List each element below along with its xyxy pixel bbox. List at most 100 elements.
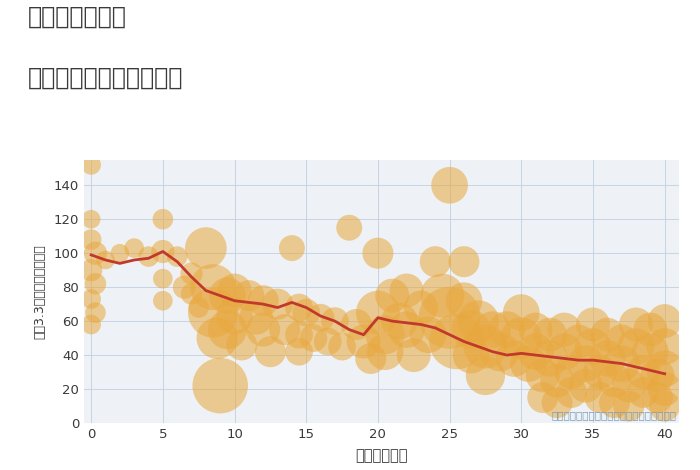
Point	[645, 326, 656, 333]
Text: 円の大きさは、取引のあった物件面積を示す: 円の大きさは、取引のあった物件面積を示す	[551, 410, 676, 421]
Point	[587, 343, 598, 350]
Point	[508, 355, 519, 362]
Point	[573, 338, 584, 345]
Point	[386, 292, 398, 299]
Point	[272, 300, 284, 308]
Point	[293, 304, 304, 311]
Point	[372, 250, 384, 257]
Point	[279, 326, 290, 333]
Point	[315, 314, 326, 321]
Point	[408, 351, 419, 359]
Point	[415, 304, 426, 311]
Point	[158, 297, 169, 305]
Point	[616, 338, 627, 345]
Point	[466, 351, 477, 359]
Point	[129, 244, 140, 252]
Point	[300, 309, 312, 316]
Text: 築年数別中古戸建て価格: 築年数別中古戸建て価格	[28, 66, 183, 90]
Point	[494, 348, 505, 355]
Point	[258, 297, 269, 305]
Point	[158, 275, 169, 282]
Point	[265, 348, 276, 355]
Point	[645, 348, 656, 355]
Point	[609, 399, 620, 407]
Point	[594, 368, 606, 376]
Point	[236, 341, 247, 349]
Point	[329, 317, 340, 325]
Point	[207, 309, 218, 316]
Point	[90, 280, 101, 288]
Point	[215, 382, 226, 390]
Point	[251, 314, 262, 321]
Point	[365, 355, 377, 362]
Point	[211, 334, 223, 342]
Point	[609, 377, 620, 384]
Point	[659, 402, 671, 410]
Point	[516, 334, 527, 342]
Point	[85, 161, 97, 169]
Point	[186, 290, 197, 298]
Point	[351, 321, 362, 328]
Point	[85, 215, 97, 223]
Point	[444, 181, 455, 189]
Point	[466, 326, 477, 333]
Point	[594, 394, 606, 401]
Point	[652, 372, 663, 379]
Point	[286, 244, 297, 252]
Point	[580, 382, 592, 390]
Point	[659, 385, 671, 393]
Point	[659, 343, 671, 350]
Point	[143, 253, 154, 260]
Point	[602, 331, 613, 338]
Point	[530, 326, 541, 333]
Point	[430, 258, 441, 266]
Point	[244, 292, 255, 299]
Point	[545, 355, 556, 362]
Point	[401, 287, 412, 294]
Text: 奈良県生駒駅の: 奈良県生駒駅の	[28, 5, 127, 29]
Point	[423, 331, 434, 338]
Point	[379, 348, 391, 355]
Point	[114, 250, 125, 257]
Point	[523, 360, 534, 368]
Point	[566, 368, 577, 376]
Point	[580, 360, 592, 368]
Point	[85, 321, 97, 328]
Point	[158, 248, 169, 255]
Point	[566, 389, 577, 396]
Point	[372, 309, 384, 316]
Point	[516, 309, 527, 316]
Point	[90, 309, 101, 316]
Point	[587, 321, 598, 328]
Point	[480, 372, 491, 379]
Point	[452, 338, 463, 345]
Point	[229, 287, 240, 294]
Y-axis label: 坪（3.3㎡）単価（万円）: 坪（3.3㎡）単価（万円）	[34, 244, 47, 339]
Point	[487, 326, 498, 333]
Point	[293, 348, 304, 355]
Point	[659, 317, 671, 325]
Point	[552, 377, 563, 384]
Point	[178, 283, 190, 291]
Point	[193, 304, 204, 311]
Point	[480, 343, 491, 350]
Point	[652, 394, 663, 401]
Point	[545, 331, 556, 338]
Point	[473, 317, 484, 325]
Point	[602, 355, 613, 362]
Point	[616, 360, 627, 368]
Point	[293, 331, 304, 338]
Point	[559, 348, 570, 355]
Point	[358, 338, 369, 345]
Point	[379, 331, 391, 338]
Point	[638, 389, 649, 396]
Point	[200, 244, 211, 252]
Point	[631, 321, 642, 328]
Point	[222, 326, 233, 333]
Point	[458, 297, 470, 305]
Point	[222, 292, 233, 299]
Point	[85, 266, 97, 274]
Point	[90, 250, 101, 257]
Point	[444, 314, 455, 321]
Point	[158, 215, 169, 223]
